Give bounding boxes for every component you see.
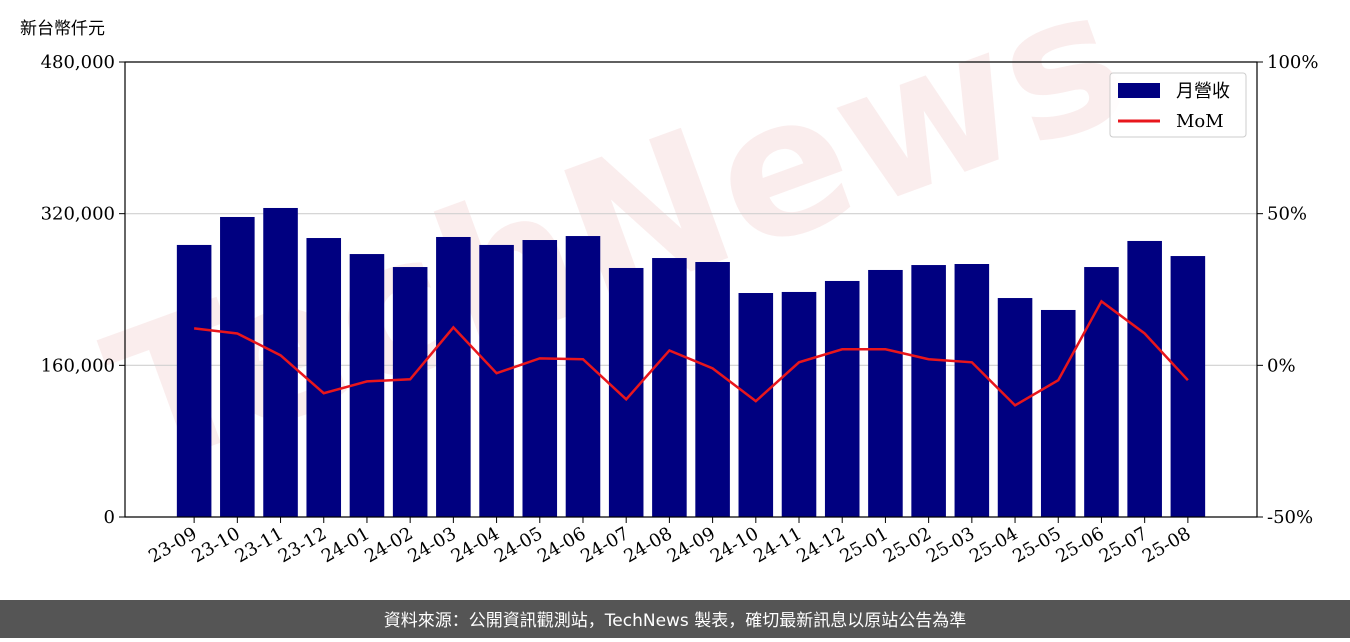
- x-tick-label: 25-04: [966, 523, 1021, 567]
- x-tick-label: 25-07: [1096, 523, 1151, 567]
- bar: [652, 258, 687, 517]
- y-axis-label: 新台幣仟元: [20, 19, 105, 39]
- x-tick-label: 25-05: [1009, 523, 1064, 567]
- x-tick-label: 24-03: [404, 523, 459, 567]
- bar: [824, 280, 860, 517]
- y2-tick-label: 50%: [1267, 204, 1307, 225]
- x-tick-label: 25-01: [836, 523, 891, 567]
- x-tick-label: 23-12: [275, 523, 330, 567]
- line: [193, 299, 1189, 407]
- x-tick-label: 24-12: [793, 523, 848, 567]
- bar: [1084, 267, 1119, 517]
- x-tick-label: 24-09: [664, 523, 719, 567]
- y2-tick-label: -50%: [1267, 507, 1313, 528]
- legend-label: MoM: [1176, 111, 1224, 132]
- bar: [1040, 309, 1076, 517]
- x-tick-label: 25-06: [1053, 523, 1108, 567]
- footer-bar: [0, 600, 1350, 638]
- bar: [738, 293, 774, 517]
- legend-swatch: [1118, 83, 1160, 98]
- x-tick-label: 24-07: [577, 523, 632, 567]
- y-tick-label: 160,000: [41, 355, 115, 376]
- x-tick-label: 24-10: [707, 523, 762, 567]
- x-tick-label: 23-09: [145, 523, 200, 567]
- bar: [1127, 240, 1162, 517]
- y2-tick-label: 100%: [1267, 52, 1318, 73]
- y-tick-label: 480,000: [41, 52, 115, 73]
- legend-label: 月營收: [1176, 81, 1230, 102]
- bar: [781, 291, 817, 517]
- plot-frame: [124, 61, 1258, 518]
- bar: [263, 207, 298, 517]
- bar: [911, 265, 946, 517]
- x-tick-label: 24-08: [620, 523, 675, 567]
- x-tick-label: 25-08: [1139, 523, 1194, 567]
- bar: [436, 236, 471, 517]
- bar: [565, 236, 601, 517]
- bar: [392, 267, 428, 517]
- x-tick-label: 23-10: [188, 523, 243, 567]
- bar: [695, 262, 730, 517]
- footer: 資料來源：公開資訊觀測站，TechNews 製表，確切最新訊息以原站公告為準: [384, 611, 966, 631]
- bar: [479, 244, 514, 517]
- y-tick-label: 320,000: [41, 204, 115, 225]
- bar: [522, 240, 558, 518]
- x-tick-label: 24-04: [448, 523, 503, 567]
- x-tick-label: 23-11: [232, 523, 287, 567]
- x-tick-label: 24-05: [491, 523, 546, 567]
- x-tick-label: 25-03: [923, 523, 978, 567]
- bar: [608, 267, 644, 517]
- bar: [954, 264, 990, 517]
- x-tick-label: 24-11: [750, 523, 805, 567]
- x-tick-label: 24-01: [318, 523, 373, 567]
- x-tick-label: 24-02: [361, 523, 416, 567]
- bar: [220, 216, 255, 517]
- y2-tick-label: 0%: [1267, 355, 1296, 376]
- bar: [306, 238, 342, 517]
- y-tick-label: 0: [104, 507, 115, 528]
- bar: [1170, 256, 1206, 517]
- bar: [997, 298, 1033, 517]
- x-tick-label: 24-06: [534, 523, 589, 567]
- x-tick-label: 25-02: [880, 523, 935, 567]
- bar: [176, 244, 212, 517]
- bar: [868, 269, 903, 517]
